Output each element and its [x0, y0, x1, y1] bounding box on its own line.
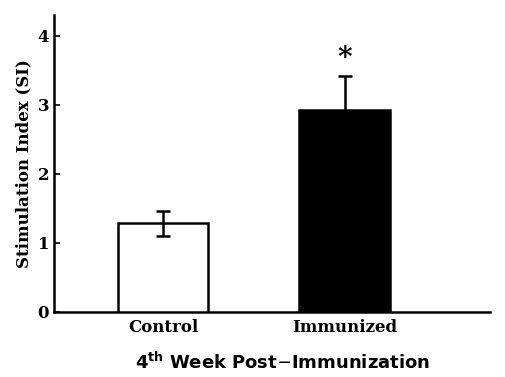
Bar	[299, 110, 390, 312]
Y-axis label: Stimulation Index (SI): Stimulation Index (SI)	[15, 59, 32, 268]
Text: $\mathbf{4^{th}\ Week\ Post\mathrm{-}Immunization}$: $\mathbf{4^{th}\ Week\ Post\mathrm{-}Imm…	[135, 352, 430, 373]
Text: *: *	[337, 44, 352, 72]
Bar	[118, 223, 209, 312]
